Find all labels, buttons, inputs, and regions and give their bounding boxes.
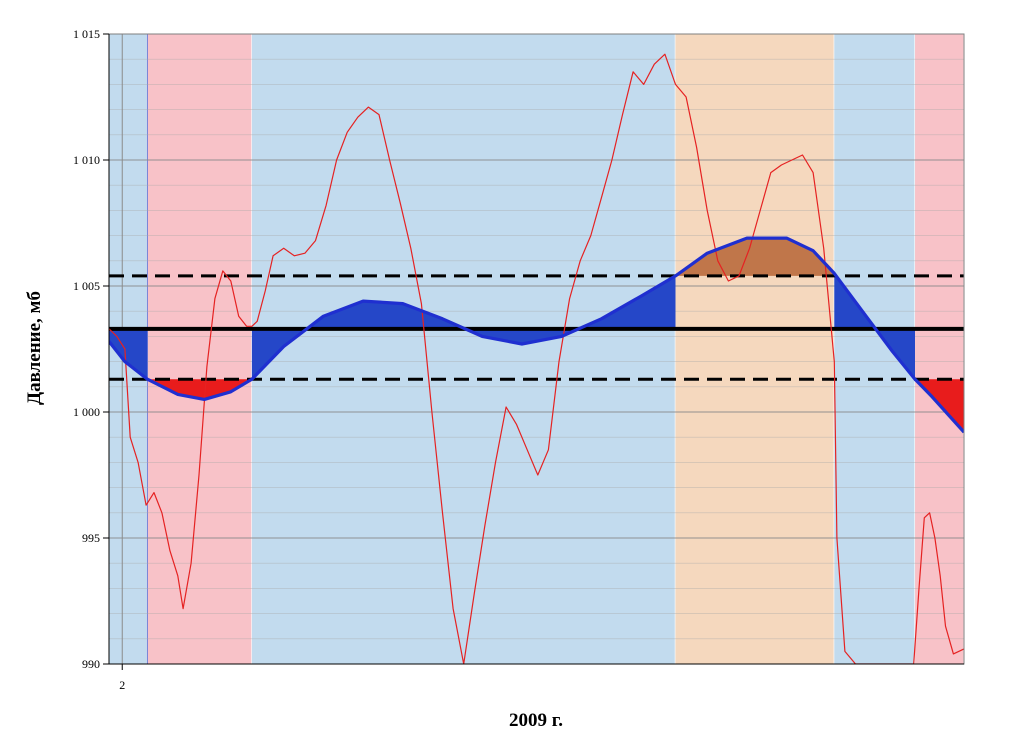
fill-low-1 xyxy=(147,379,252,400)
y-tick-label: 1 000 xyxy=(73,405,100,419)
fill-high-3 xyxy=(675,238,835,276)
y-tick-label: 995 xyxy=(82,531,100,545)
series-layer xyxy=(109,53,964,664)
x-axis-title: 2009 г. xyxy=(509,710,563,731)
bands-layer xyxy=(109,34,965,664)
period-band-1 xyxy=(147,34,252,664)
axis-layer: 990 995 1 000 1 005 1 010 1 015 2 xyxy=(73,27,965,692)
y-axis-title: Давление, мб xyxy=(24,291,45,405)
y-tick-label: 1 005 xyxy=(73,279,100,293)
fill-normal-0 xyxy=(109,328,148,380)
grid-layer xyxy=(109,34,964,664)
x-tick-label: 2 xyxy=(119,678,125,692)
y-tick-label: 1 010 xyxy=(73,153,100,167)
period-band-5 xyxy=(915,34,964,664)
smooth-curve-series xyxy=(109,236,964,434)
y-tick-label: 1 015 xyxy=(73,27,100,41)
daily-pressure-series xyxy=(109,53,964,664)
y-tick-label: 990 xyxy=(82,657,100,671)
fill-low-5 xyxy=(915,379,964,433)
period-band-2 xyxy=(251,34,676,664)
period-band-3 xyxy=(675,34,835,664)
